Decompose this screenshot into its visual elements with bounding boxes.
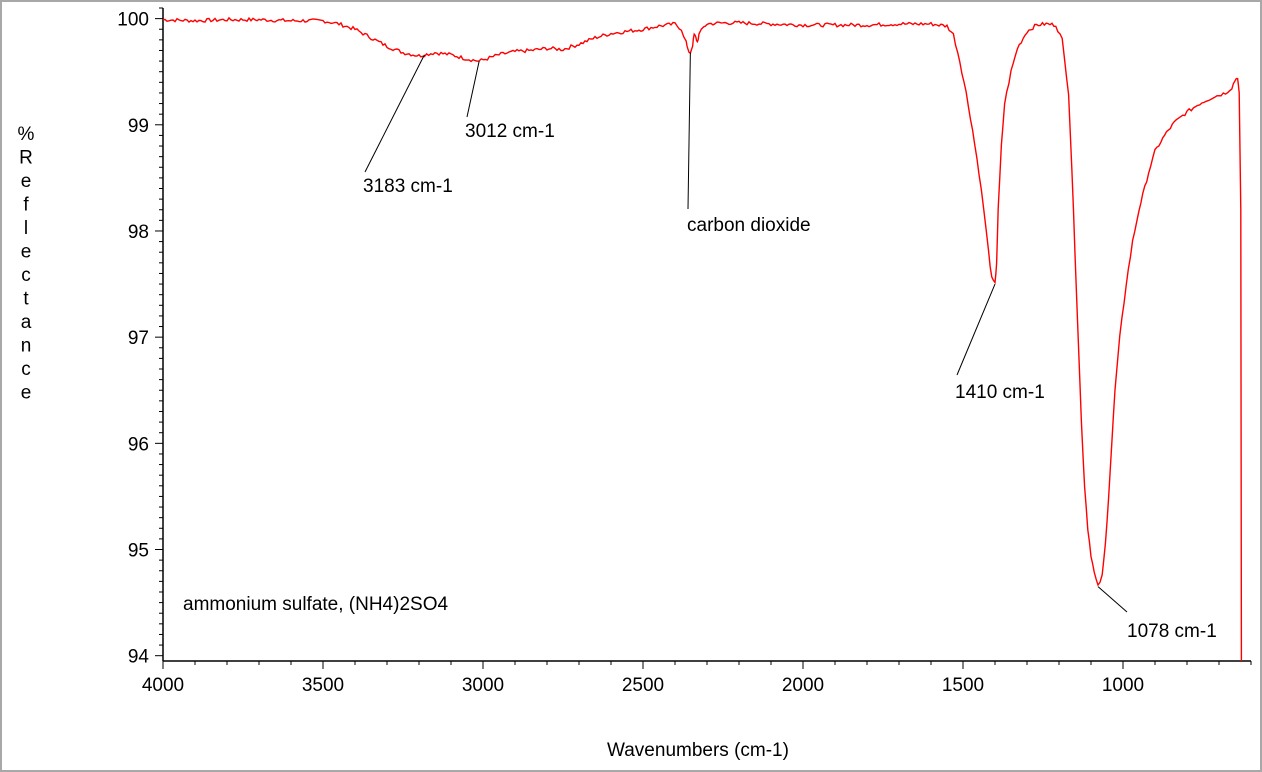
- x-tick-label: 1000: [1102, 675, 1144, 696]
- spectrum-line: [162, 16, 1243, 662]
- sample-label: ammonium sulfate, (NH4)2SO4: [183, 594, 448, 615]
- annotation-label: 3183 cm-1: [363, 176, 453, 197]
- x-tick-label: 2500: [622, 675, 664, 696]
- annotation-label: carbon dioxide: [687, 215, 811, 236]
- y-tick-label: 95: [128, 541, 149, 562]
- annotation-leader: [956, 283, 996, 376]
- y-tick-label: 96: [128, 434, 149, 455]
- annotations-layer: 3183 cm-1 3012 cm-1 carbon dioxide 1410 cm-…: [363, 52, 1217, 642]
- y-tick-label: 98: [128, 222, 149, 243]
- annotation-leader: [466, 60, 480, 118]
- y-tick-label: 100: [117, 10, 149, 31]
- series-layer: [162, 16, 1243, 662]
- y-tick-label: 94: [128, 647, 150, 668]
- annotation-leader: [687, 52, 691, 210]
- x-tick-label: 2000: [782, 675, 824, 696]
- x-tick-label: 3000: [462, 675, 504, 696]
- annotation-label: 1410 cm-1: [955, 382, 1045, 403]
- x-tick-label: 3500: [302, 675, 344, 696]
- axes: [162, 8, 1251, 662]
- x-tick-label: 1500: [942, 675, 984, 696]
- annotation-label: 1078 cm-1: [1127, 621, 1217, 642]
- y-tick-label: 99: [128, 116, 149, 137]
- annotation-label: 3012 cm-1: [465, 121, 555, 142]
- y-ticks: 100 99 98 97 96 95 94: [117, 7, 163, 668]
- annotation-leader: [1097, 586, 1128, 613]
- x-tick-label: 4000: [142, 675, 184, 696]
- x-axis-title: Wavenumbers (cm-1): [607, 740, 789, 761]
- annotation-leader: [364, 54, 425, 173]
- y-tick-label: 97: [128, 328, 149, 349]
- x-ticks: 4000 3500 3000 2500 2000 1500 1000: [142, 661, 1252, 696]
